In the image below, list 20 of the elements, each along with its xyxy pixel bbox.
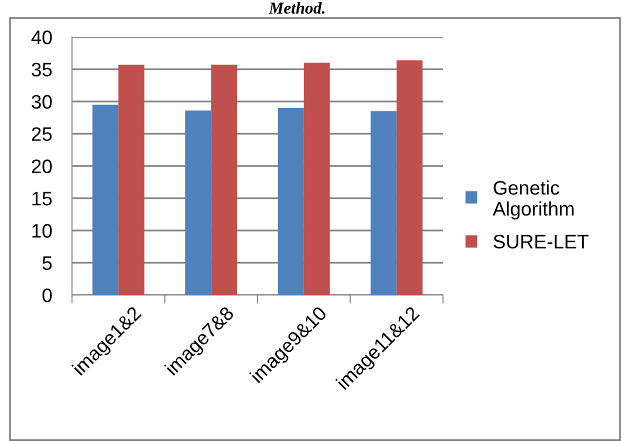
legend-label: SURE-LET [494,234,588,249]
bar [370,111,397,295]
text: Method. [268,2,324,14]
y-tick-label: 40 [31,30,52,44]
bar [278,108,304,295]
bar [118,64,144,295]
y-tick-label: 35 [32,62,52,76]
bar [396,60,423,295]
bar [304,62,330,295]
y-tick-label: 20 [32,159,52,174]
y-tick-label: 25 [32,127,52,141]
y-tick-label: 30 [32,94,52,109]
bar [92,104,118,295]
bar [185,110,212,295]
legend-label: Genetic Algorithm [492,180,574,220]
y-tick-label: 10 [32,224,52,238]
y-tick-label: 5 [42,256,52,270]
y-tick-label: 0 [42,288,52,302]
y-tick-label: 15 [32,192,52,206]
bar [211,64,238,295]
